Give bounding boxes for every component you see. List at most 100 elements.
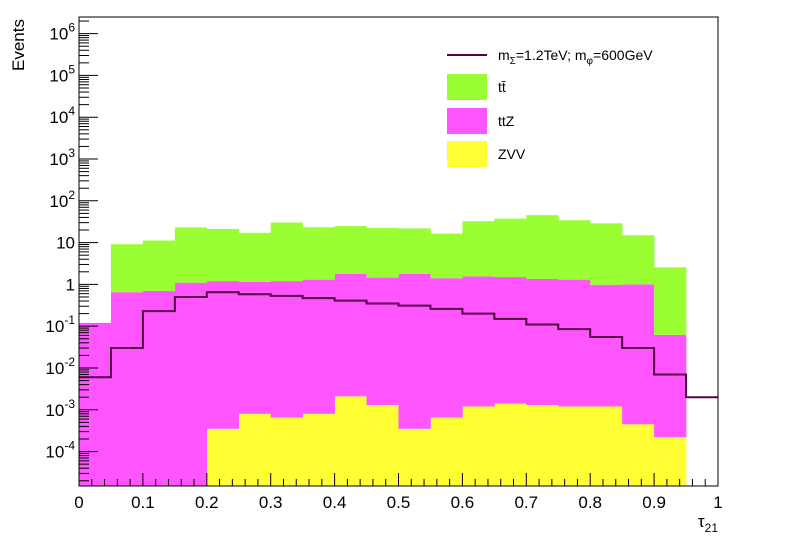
- histogram-bar-zvv-11: [430, 417, 463, 486]
- y-tick-label-exponent: 3: [68, 146, 75, 160]
- histogram-bar-tt-15: [558, 220, 591, 280]
- y-tick-label-exponent: 6: [68, 21, 75, 35]
- histogram-bar-ttz-4: [206, 281, 240, 429]
- y-tick-label-exponent: 4: [68, 104, 75, 118]
- y-tick-label: 105: [49, 62, 75, 85]
- histogram-bar-tt-4: [206, 228, 240, 282]
- histogram-bar-ttz-16: [590, 284, 623, 407]
- y-tick-label-base: 10: [49, 108, 68, 127]
- histogram-bar-tt-16: [590, 223, 623, 285]
- histogram-bar-ttz-12: [462, 276, 495, 407]
- stacked-histogram-layer: [79, 215, 687, 486]
- legend-swatch-ttbar: [447, 74, 487, 100]
- legend-label-part: ttZ: [498, 113, 515, 129]
- legend-label-part: =1.2TeV; m: [516, 47, 587, 63]
- histogram-bar-zvv-14: [526, 405, 559, 486]
- histogram-bar-zvv-18: [654, 437, 687, 486]
- y-tick-label-base: 10: [45, 317, 64, 336]
- y-tick-label-base: 10: [56, 234, 75, 253]
- legend-label-zvv: ZVV: [498, 146, 526, 162]
- y-tick-label-exponent: -1: [64, 313, 75, 327]
- histogram-bar-tt-18: [654, 267, 687, 335]
- legend-label-part: tt̄: [498, 79, 506, 95]
- histogram-bar-zvv-6: [270, 417, 303, 486]
- histogram-bar-ttz-9: [366, 277, 399, 406]
- y-tick-label-exponent: 2: [68, 188, 75, 202]
- histogram-bar-ttz-1: [110, 292, 144, 486]
- legend-label-part: Σ: [510, 56, 516, 67]
- y-tick-label-exponent: -4: [64, 439, 75, 453]
- x-tick-label: 0.1: [131, 493, 155, 512]
- histogram-bar-zvv-5: [238, 413, 271, 486]
- x-axis-title-subscript: 21: [705, 521, 719, 535]
- y-tick-label: 10-4: [45, 439, 75, 462]
- y-tick-label-base: 10: [45, 359, 64, 378]
- legend-label-ttz: ttZ: [498, 113, 515, 129]
- histogram-bar-tt-2: [142, 240, 176, 291]
- histogram-bar-ttz-0: [79, 322, 112, 486]
- histogram-bar-ttz-18: [654, 334, 687, 438]
- y-tick-label-base: 10: [49, 150, 68, 169]
- y-tick-label: 10-1: [45, 313, 75, 336]
- histogram-bar-zvv-17: [622, 424, 655, 486]
- y-tick-label: 10: [56, 234, 75, 253]
- histogram-bar-ttz-7: [302, 279, 335, 414]
- y-tick-label: 106: [49, 21, 75, 44]
- y-tick-label: 10-2: [45, 355, 75, 378]
- x-axis-title-symbol: τ: [698, 512, 705, 531]
- histogram-bar-zvv-8: [334, 396, 367, 486]
- histogram-bar-zvv-15: [558, 406, 591, 486]
- legend: mΣ=1.2TeV; mφ=600GeV tt̄ ttZ ZVV: [447, 47, 653, 167]
- y-axis-title: Events: [9, 19, 28, 71]
- histogram-bar-zvv-10: [398, 428, 431, 486]
- histogram-bar-ttz-2: [142, 290, 176, 486]
- y-tick-label: 103: [49, 146, 75, 169]
- histogram-bar-ttz-8: [334, 273, 367, 397]
- legend-label-part: ZVV: [498, 146, 526, 162]
- histogram-bar-zvv-13: [494, 403, 527, 486]
- legend-label-signal: mΣ=1.2TeV; mφ=600GeV: [498, 47, 653, 67]
- y-tick-label: 104: [49, 104, 75, 127]
- legend-label-part: =600GeV: [593, 47, 653, 63]
- x-tick-label: 1: [713, 493, 722, 512]
- histogram-bar-zvv-9: [366, 405, 399, 486]
- y-tick-label-base: 10: [45, 443, 64, 462]
- x-axis: 0 0.1 0.2 0.3 0.4 0.5 0.6 0.7 0.8 0.9 1: [74, 473, 723, 512]
- y-tick-label-base: 1: [66, 275, 75, 294]
- histogram-bar-tt-8: [334, 226, 367, 274]
- histogram-bar-zvv-12: [462, 406, 495, 486]
- histogram-bar-zvv-7: [302, 413, 335, 486]
- histogram-bar-tt-17: [622, 235, 655, 285]
- histogram-bar-ttz-5: [238, 281, 271, 414]
- histogram-bar-tt-5: [238, 232, 271, 282]
- y-tick-label: 10-3: [45, 397, 75, 420]
- histogram-bar-ttz-17: [622, 284, 655, 425]
- x-tick-label: 0.8: [578, 493, 602, 512]
- x-axis-title: τ21: [698, 512, 718, 535]
- histogram-bar-tt-9: [366, 227, 399, 278]
- histogram-bar-ttz-10: [398, 273, 431, 429]
- histogram-bar-tt-12: [462, 221, 495, 277]
- histogram-bar-tt-6: [270, 222, 303, 282]
- y-tick-label-base: 10: [49, 192, 68, 211]
- x-tick-label: 0.9: [642, 493, 666, 512]
- histogram-bar-ttz-11: [430, 278, 463, 418]
- x-tick-label: 0.6: [451, 493, 475, 512]
- y-tick-label-base: 10: [45, 401, 64, 420]
- x-tick-label: 0.7: [514, 493, 538, 512]
- histogram-bar-tt-14: [526, 215, 559, 279]
- histogram-bar-ttz-6: [270, 281, 303, 418]
- y-tick-label-base: 10: [49, 25, 68, 44]
- x-tick-label: 0.3: [259, 493, 283, 512]
- y-tick-label-exponent: -3: [64, 397, 75, 411]
- legend-label-ttbar: tt̄: [498, 79, 506, 95]
- y-tick-label-exponent: -2: [64, 355, 75, 369]
- y-tick-label-exponent: 5: [68, 62, 75, 76]
- y-tick-label: 1: [66, 275, 75, 294]
- histogram-bar-ttz-3: [174, 282, 208, 486]
- x-tick-label: 0.5: [387, 493, 411, 512]
- y-tick-label-base: 10: [49, 66, 68, 85]
- signal-curve-layer: [79, 291, 718, 399]
